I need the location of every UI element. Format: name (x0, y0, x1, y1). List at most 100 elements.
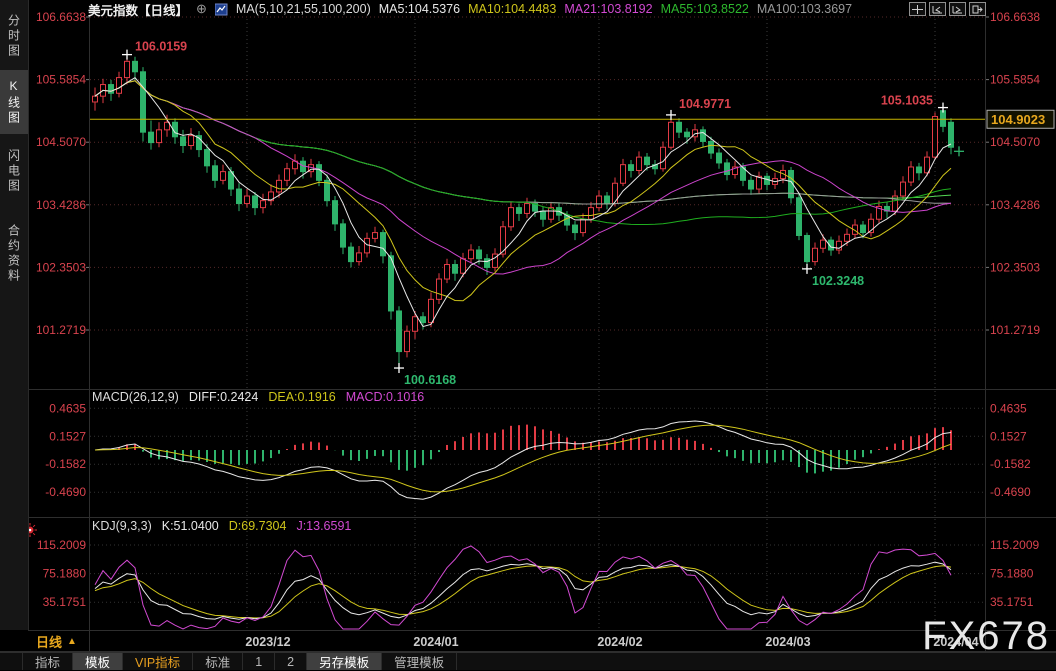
svg-text:106.0159: 106.0159 (135, 40, 187, 54)
instrument-title: 美元指数【日线】 (88, 3, 189, 18)
sidebar-item-kline-chart[interactable]: K线图 (0, 70, 28, 134)
svg-text:-0.1582: -0.1582 (45, 457, 86, 471)
kdj-k-value: K:51.0400 (161, 519, 219, 533)
svg-text:2024/04: 2024/04 (933, 635, 978, 649)
svg-text:103.4286: 103.4286 (36, 198, 86, 212)
ma21-value: MA21:103.8192 (564, 2, 653, 16)
add-indicator-icon[interactable]: ⊕ (196, 1, 207, 16)
k-line (94, 561, 952, 620)
left-sidebar: 分时图 K线图 闪电图 合约资料 (0, 0, 29, 630)
period-label: 日线 (36, 634, 63, 650)
kdj-y-axis: 115.2009 115.2009 75.1880 75.1880 35.1751 35.… (37, 538, 1040, 609)
panel-dividers (0, 18, 1056, 652)
kdj-j-value: J:13.6591 (296, 519, 352, 533)
macd-lines (94, 420, 952, 500)
ma-line-55 (94, 80, 952, 225)
svg-text:115.2009: 115.2009 (37, 538, 86, 552)
sidebar-item-lightning-chart[interactable]: 闪电图 (6, 148, 21, 194)
svg-text:103.4286: 103.4286 (990, 198, 1040, 212)
macd-y-axis: 0.4635 0.4635 0.1527 0.1527 -0.1582 -0.1582 -0… (45, 401, 1031, 499)
toolbar-item-templates[interactable]: 模板 (73, 653, 124, 670)
svg-text:35.1751: 35.1751 (43, 595, 87, 609)
svg-text:101.2719: 101.2719 (990, 323, 1040, 337)
vertical-gridlines (246, 19, 936, 630)
j-line (94, 545, 952, 630)
svg-text:0.4635: 0.4635 (990, 401, 1027, 415)
ma-config-label: MA(5,10,21,55,100,200) (235, 2, 371, 16)
svg-text:106.6638: 106.6638 (990, 10, 1040, 24)
macd-macd-value: MACD:0.1016 (345, 390, 425, 404)
macd-params: MACD(26,12,9) (92, 390, 179, 404)
kdj-header: KDJ(9,3,3) K:51.0400 D:69.7304 J:13.6591 (92, 519, 351, 533)
svg-text:102.3503: 102.3503 (36, 260, 86, 274)
toolbar-item-1[interactable]: 1 (243, 653, 276, 670)
dea-line (94, 424, 952, 493)
svg-text:75.1880: 75.1880 (990, 567, 1034, 581)
toolbar-item-vip-indicators[interactable]: VIP指标 (123, 653, 194, 670)
toolbar-item-2[interactable]: 2 (275, 653, 308, 670)
diff-line (94, 420, 952, 500)
mini-chart-icon[interactable] (214, 3, 228, 16)
expand-pane-icon[interactable] (969, 2, 986, 16)
toolbar-item-indicators[interactable]: 指标 (22, 653, 74, 670)
current-price-box (986, 109, 1055, 129)
current-price-line: 104.9023 (90, 109, 1055, 129)
period-arrow-icon: ▲ (67, 635, 77, 647)
toolbar-item-save-template[interactable]: 另存模板 (307, 653, 383, 670)
ma-lines (94, 77, 952, 328)
svg-text:101.2719: 101.2719 (36, 323, 86, 337)
svg-text:2024/03: 2024/03 (765, 635, 810, 649)
toolbar-item-manage-templates[interactable]: 管理模板 (382, 653, 458, 670)
toolbar-item-standard[interactable]: 标准 (193, 653, 244, 670)
bottom-toolbar: 指标 模板 VIP指标 标准 1 2 另存模板 管理模板 (0, 652, 1056, 670)
svg-text:104.5070: 104.5070 (36, 135, 86, 149)
kdj-params: KDJ(9,3,3) (92, 519, 152, 533)
ma-line-5 (94, 77, 952, 328)
ma10-value: MA10:104.4483 (468, 2, 557, 16)
svg-text:102.3248: 102.3248 (812, 274, 864, 288)
main-y-axis: 106.6638 106.6638 105.5854 105.5854 104.5070… (36, 10, 1040, 337)
svg-text:75.1880: 75.1880 (43, 567, 87, 581)
ma100-value: MA100:103.3697 (756, 2, 853, 16)
svg-text:-0.1582: -0.1582 (990, 457, 1031, 471)
svg-text:2024/01: 2024/01 (413, 635, 458, 649)
d-line (94, 565, 952, 619)
sidebar-item-time-chart[interactable]: 分时图 (6, 13, 21, 59)
ma5-value: MA5:104.5376 (378, 2, 461, 16)
svg-text:104.9023: 104.9023 (991, 112, 1045, 127)
macd-histogram (102, 424, 952, 474)
chart-window-tools (909, 2, 986, 16)
shift-left-icon[interactable] (929, 2, 946, 16)
svg-text:115.2009: 115.2009 (990, 538, 1039, 552)
shift-right-icon[interactable] (949, 2, 966, 16)
svg-text:2023/12: 2023/12 (245, 635, 290, 649)
ma-line-21 (94, 80, 952, 275)
kdj-lines (94, 545, 952, 630)
candles-layer (92, 54, 954, 369)
svg-text:106.6638: 106.6638 (36, 10, 86, 24)
move-crosshair-icon[interactable] (909, 2, 926, 16)
svg-text:-0.4690: -0.4690 (990, 485, 1031, 499)
period-selector[interactable]: 日线 ▲ (28, 631, 90, 651)
svg-text:35.1751: 35.1751 (990, 595, 1034, 609)
svg-text:0.1527: 0.1527 (49, 429, 86, 443)
svg-text:104.5070: 104.5070 (990, 135, 1040, 149)
svg-text:2024/02: 2024/02 (597, 635, 642, 649)
svg-text:105.5854: 105.5854 (36, 73, 86, 87)
sidebar-item-contract-info[interactable]: 合约资料 (6, 224, 21, 284)
svg-text:0.1527: 0.1527 (990, 429, 1027, 443)
ma-line-10 (94, 80, 952, 302)
x-axis-labels: 2023/12 2024/01 2024/02 2024/03 2024/04 (245, 635, 978, 649)
chart-header: 美元指数【日线】 ⊕ MA(5,10,21,55,100,200) MA5:10… (28, 0, 1056, 18)
svg-text:0.4635: 0.4635 (49, 401, 86, 415)
price-annotations: 106.0159 104.9771 105.1035 102.3248 100.6168 (122, 40, 964, 387)
svg-text:100.6168: 100.6168 (404, 373, 456, 387)
svg-text:102.3503: 102.3503 (990, 260, 1040, 274)
svg-text:105.1035: 105.1035 (881, 94, 933, 108)
macd-dea-value: DEA:0.1916 (268, 390, 336, 404)
svg-text:105.5854: 105.5854 (990, 73, 1040, 87)
svg-text:104.9771: 104.9771 (679, 97, 731, 111)
kdj-d-value: D:69.7304 (228, 519, 287, 533)
svg-text:-0.4690: -0.4690 (45, 485, 86, 499)
